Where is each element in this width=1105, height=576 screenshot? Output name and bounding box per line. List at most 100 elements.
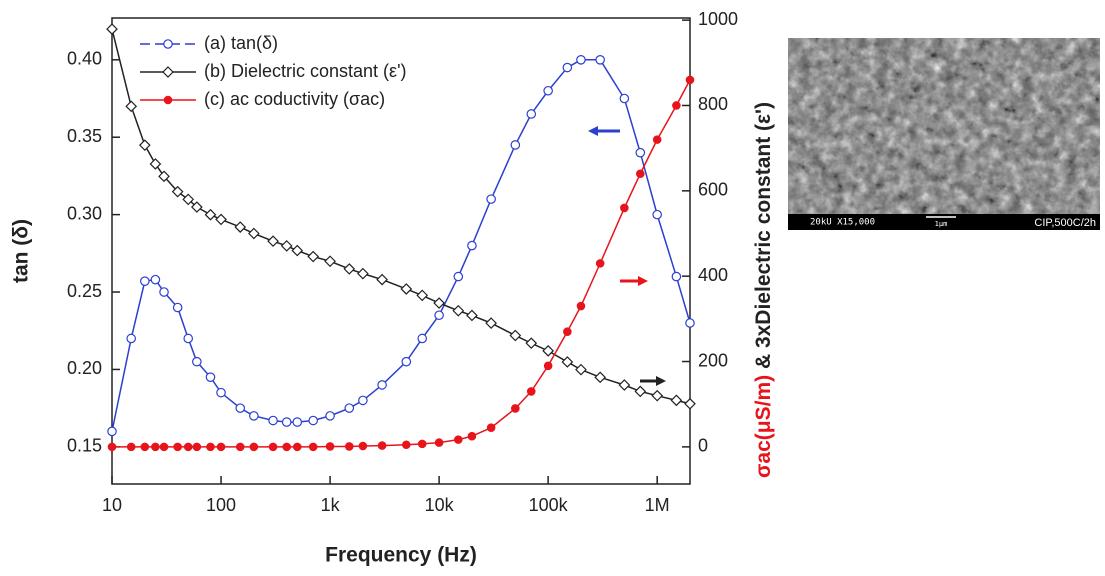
marker [376,273,388,286]
marker [344,403,355,413]
legend-item: (c) ac coductivity (σac) [140,89,385,109]
y2-tick-label: 800 [698,94,728,114]
x-tick-label: 100 [206,495,236,515]
marker [620,203,629,213]
plot-frame [111,17,691,485]
marker [433,297,445,309]
marker [434,310,444,321]
legend-marker [163,95,173,105]
sem-scale-unit: 1μm [935,220,948,228]
y2-axis-title: σac(μS/m) & 3xDielectric constant (ε') [752,102,775,478]
marker [182,193,195,206]
marker [268,415,278,426]
legend-text: (c) ac coductivity (σac) [204,89,385,109]
marker [125,100,138,113]
marker [525,337,538,350]
marker [542,345,554,357]
arrow-head [656,376,666,386]
marker [343,263,356,275]
marker [684,397,696,410]
marker [234,221,247,233]
marker [248,227,260,240]
series-line [111,28,691,405]
marker [401,356,412,367]
marker [190,201,203,213]
marker [634,385,647,398]
marker [652,209,662,220]
marker [159,287,169,297]
marker [400,283,413,295]
marker [619,93,630,104]
legend-text: (b) Dielectric constant (ε') [204,61,407,81]
marker [140,442,150,452]
x-axis-title: Frequency (Hz) [325,544,477,567]
marker [509,329,522,342]
marker [307,250,320,263]
marker [216,442,226,452]
marker [543,85,553,96]
y2-title-red: σac(μS/m) [752,375,775,478]
marker [563,327,572,336]
arrow-head [588,126,598,136]
marker [159,442,169,452]
marker [358,441,368,451]
marker [685,318,695,328]
marker [173,442,182,452]
marker [595,55,605,65]
legend-text: (a) tan(δ) [204,33,278,53]
marker [215,213,227,226]
marker [308,442,318,452]
marker [466,309,478,322]
marker [453,271,464,282]
legend-item: (a) tan(δ) [140,33,278,53]
marker [205,372,216,382]
marker [651,389,664,402]
sem-info-bar [788,214,1100,230]
marker [150,274,161,285]
y-tick-label: 0.40 [67,49,102,69]
marker [635,169,645,179]
marker [618,379,631,391]
legend-marker [162,66,174,78]
y-axis-title: tan (δ) [10,219,33,283]
marker [635,147,646,158]
marker [216,387,226,398]
marker [172,302,183,313]
marker [417,333,428,344]
chart: Frequency (Hz) tan (δ) σac(μS/m) & 3xDie… [10,9,775,567]
marker [268,442,278,452]
marker [434,438,444,447]
marker [292,442,302,452]
marker [267,235,279,248]
marker [377,441,387,450]
marker [671,271,682,282]
marker [576,55,586,65]
y2-title-black: & 3xDielectric constant (ε') [752,102,775,375]
marker [595,259,605,268]
series [107,55,695,437]
marker [526,109,537,119]
marker [452,304,465,317]
sem-caption: CIP,500C/2h [1034,217,1096,229]
marker [454,435,463,444]
arrow-head [638,276,648,286]
marker [325,442,335,451]
marker [485,317,497,329]
marker [138,139,151,152]
marker [204,208,217,221]
marker [282,442,291,452]
y-tick-label: 0.35 [67,126,102,146]
y2-tick-label: 600 [698,180,728,200]
marker [377,380,387,390]
marker [126,442,136,452]
y2-tick-label: 200 [698,350,728,370]
marker [672,101,681,110]
marker [358,395,368,406]
x-tick-label: 10 [102,495,122,515]
marker [149,158,162,170]
marker [183,442,193,452]
y-tick-label: 0.30 [67,203,102,223]
marker [192,442,202,452]
y-tick-label: 0.20 [67,358,102,378]
marker [401,440,411,450]
